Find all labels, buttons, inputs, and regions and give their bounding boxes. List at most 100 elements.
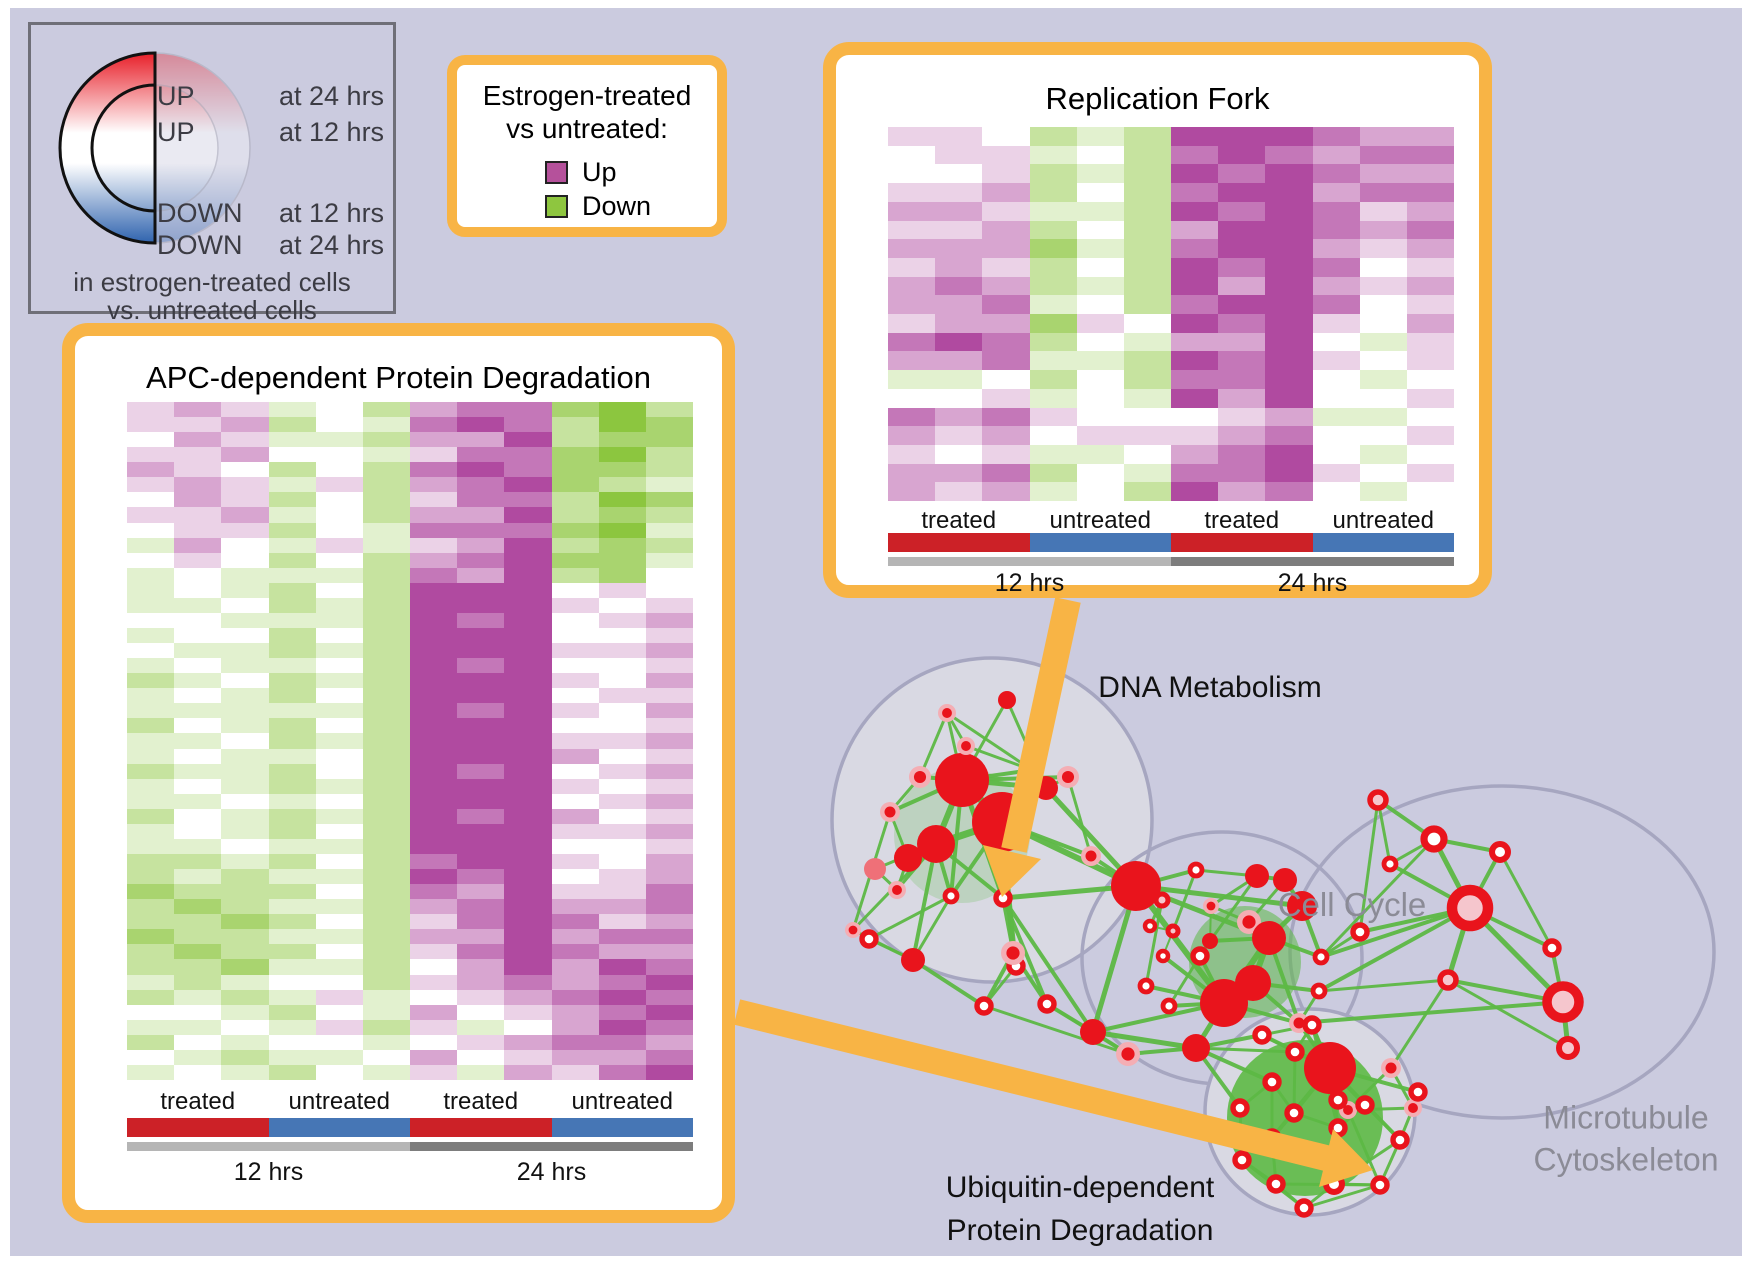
heatmap-cell bbox=[315, 507, 363, 523]
heatmap-cell bbox=[174, 869, 222, 885]
heatmap-cell bbox=[1359, 145, 1407, 165]
heatmap-cell bbox=[457, 447, 505, 463]
heatmap-cell bbox=[457, 838, 505, 854]
heatmap-cell bbox=[315, 778, 363, 794]
heatmap-cell bbox=[504, 432, 552, 448]
heatmap-cell bbox=[1265, 388, 1313, 408]
heatmap-cell bbox=[551, 612, 599, 628]
heatmap-cell bbox=[504, 869, 552, 885]
rf-time-bar bbox=[888, 557, 1454, 566]
heatmap-cell bbox=[1312, 444, 1360, 464]
ring-row-time: at 24 hrs bbox=[279, 230, 385, 260]
heatmap-cell bbox=[1218, 276, 1266, 296]
heatmap-cell bbox=[1029, 314, 1077, 333]
heatmap-cell bbox=[410, 1049, 458, 1065]
heatmap-cell bbox=[221, 612, 269, 628]
heatmap-cell bbox=[268, 447, 316, 463]
heatmap-cell bbox=[935, 407, 983, 427]
heatmap-cell bbox=[1406, 370, 1454, 389]
heatmap-cell bbox=[504, 748, 552, 764]
heatmap-cell bbox=[504, 597, 552, 613]
cluster-label: Protein Degradation bbox=[946, 1214, 1214, 1247]
heatmap-cell bbox=[315, 869, 363, 885]
heatmap-cell bbox=[362, 763, 410, 779]
heatmap-cell bbox=[1029, 444, 1077, 464]
heatmap-cell bbox=[174, 537, 222, 553]
heatmap-cell bbox=[504, 688, 552, 704]
heatmap-cell bbox=[127, 597, 175, 613]
heatmap-cell bbox=[1076, 239, 1124, 258]
heatmap-cell bbox=[174, 447, 222, 463]
heatmap-cell bbox=[1171, 220, 1219, 240]
heatmap-cell bbox=[551, 914, 599, 930]
heatmap-cell bbox=[1029, 276, 1077, 296]
heatmap-cell bbox=[504, 477, 552, 493]
heatmap-cell bbox=[1312, 426, 1360, 445]
heatmap-cell bbox=[315, 688, 363, 704]
heatmap-cell bbox=[221, 417, 269, 433]
heatmap-cell bbox=[268, 974, 316, 990]
heatmap-cell bbox=[268, 1019, 316, 1035]
heatmap-cell bbox=[935, 183, 983, 202]
heatmap-cell bbox=[504, 522, 552, 538]
heatmap-cell bbox=[268, 959, 316, 975]
heatmap-cell bbox=[1171, 314, 1219, 333]
heatmap-cell bbox=[1171, 351, 1219, 371]
heatmap-cell bbox=[1171, 164, 1219, 184]
heatmap-cell bbox=[645, 597, 693, 613]
heatmap-cell bbox=[457, 703, 505, 719]
heatmap-cell bbox=[221, 673, 269, 689]
heatmap-cell bbox=[935, 164, 983, 184]
heatmap-cell bbox=[362, 989, 410, 1005]
heatmap-cell bbox=[174, 477, 222, 493]
heatmap-cell bbox=[457, 884, 505, 900]
heatmap-cell bbox=[645, 612, 693, 628]
heatmap-cell bbox=[362, 929, 410, 945]
heatmap-cell bbox=[362, 477, 410, 493]
legend-item-down-label: Down bbox=[582, 191, 652, 221]
heatmap-cell bbox=[935, 145, 983, 165]
heatmap-cell bbox=[174, 748, 222, 764]
heatmap-cell bbox=[127, 853, 175, 870]
heatmap-cell bbox=[315, 582, 363, 598]
heatmap-cell bbox=[645, 537, 693, 553]
heatmap-cell bbox=[598, 643, 646, 659]
heatmap-cell bbox=[1265, 332, 1313, 352]
heatmap-cell bbox=[982, 257, 1030, 277]
heatmap-cell bbox=[410, 914, 458, 930]
apc-time-labels: 12 hrs 24 hrs bbox=[127, 1158, 693, 1187]
heatmap-cell bbox=[1406, 183, 1454, 202]
heatmap-cell bbox=[174, 552, 222, 568]
heatmap-cell bbox=[1218, 257, 1266, 277]
heatmap-cell bbox=[1406, 388, 1454, 408]
heatmap-cell bbox=[598, 763, 646, 779]
heatmap-cell bbox=[221, 627, 269, 644]
heatmap-cell bbox=[174, 929, 222, 945]
heatmap-cell bbox=[174, 793, 222, 809]
heatmap-cell bbox=[551, 658, 599, 674]
heatmap-cell bbox=[221, 869, 269, 885]
heatmap-cell bbox=[221, 597, 269, 613]
heatmap-cell bbox=[127, 763, 175, 779]
heatmap-cell bbox=[315, 492, 363, 508]
heatmap-cell bbox=[315, 718, 363, 734]
heatmap-cell bbox=[598, 402, 646, 418]
heatmap-cell bbox=[1359, 332, 1407, 352]
heatmap-cell bbox=[1312, 183, 1360, 202]
heatmap-cell bbox=[645, 929, 693, 945]
heatmap-cell bbox=[268, 733, 316, 749]
heatmap-cell bbox=[1171, 482, 1219, 501]
heatmap-cell bbox=[1312, 220, 1360, 240]
heatmap-cell bbox=[410, 823, 458, 839]
heatmap-cell bbox=[645, 763, 693, 779]
heatmap-cell bbox=[1123, 239, 1171, 258]
heatmap-cell bbox=[221, 778, 269, 794]
heatmap-cell bbox=[410, 643, 458, 659]
heatmap-cell bbox=[221, 944, 269, 960]
heatmap-cell bbox=[1076, 220, 1124, 240]
heatmap-cell bbox=[504, 582, 552, 598]
heatmap-cell bbox=[221, 718, 269, 734]
heatmap-cell bbox=[362, 688, 410, 704]
heatmap-cell bbox=[1265, 239, 1313, 258]
heatmap-cell bbox=[221, 432, 269, 448]
